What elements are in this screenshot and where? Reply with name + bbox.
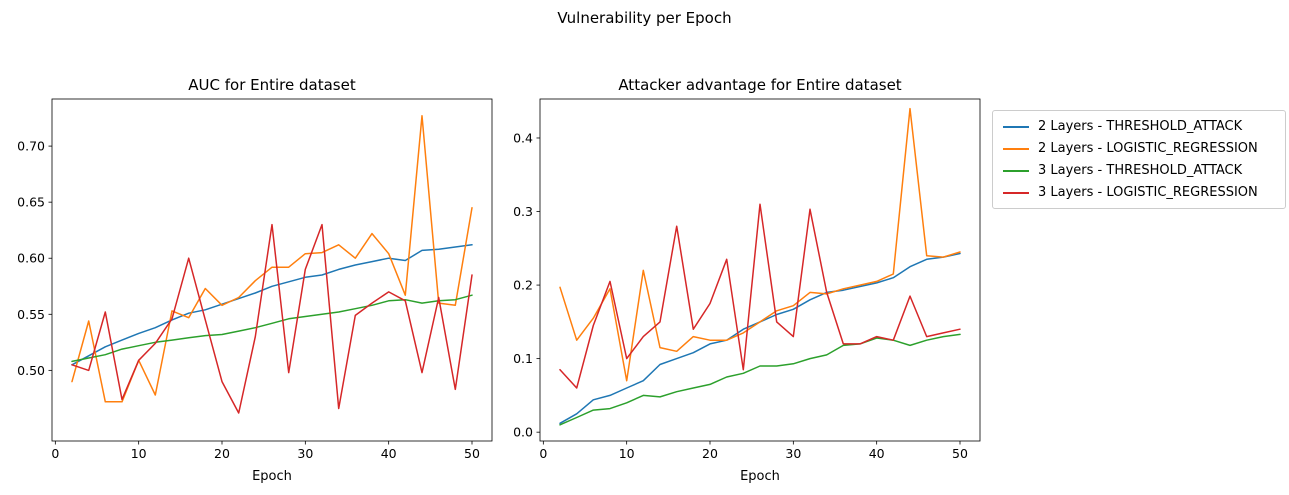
legend-label: 3 Layers - THRESHOLD_ATTACK	[1038, 163, 1243, 178]
series-line-3-layers-threshold-attack	[71, 294, 473, 363]
y-tick-label: 0.4	[513, 130, 533, 145]
series-line-3-layers-logistic-regression	[71, 223, 473, 414]
x-tick-label: 30	[297, 446, 313, 461]
series-line-2-layers-logistic-regression	[71, 115, 473, 403]
legend-item: 3 Layers - LOGISTIC_REGRESSION	[1003, 184, 1275, 201]
legend-line-swatch	[1003, 147, 1029, 150]
x-tick-label: 0	[539, 446, 547, 461]
x-tick-label: 50	[464, 446, 480, 461]
legend-line-swatch	[1003, 191, 1029, 194]
x-tick-label: 10	[131, 446, 147, 461]
legend-item: 2 Layers - LOGISTIC_REGRESSION	[1003, 140, 1275, 157]
y-tick-label: 0.1	[513, 351, 533, 366]
x-tick-label: 50	[952, 446, 968, 461]
x-tick-label: 30	[785, 446, 801, 461]
legend-item: 2 Layers - THRESHOLD_ATTACK	[1003, 118, 1275, 135]
legend-line-swatch	[1003, 125, 1029, 128]
legend-label: 2 Layers - LOGISTIC_REGRESSION	[1038, 141, 1258, 156]
legend-item: 3 Layers - THRESHOLD_ATTACK	[1003, 162, 1275, 179]
y-tick-label: 0.65	[17, 195, 45, 210]
y-tick-label: 0.70	[17, 139, 45, 154]
y-tick-label: 0.0	[513, 425, 533, 440]
series-line-2-layers-threshold-attack	[71, 244, 473, 366]
legend-label: 3 Layers - LOGISTIC_REGRESSION	[1038, 185, 1258, 200]
chart-title: AUC for Entire dataset	[188, 76, 356, 94]
x-tick-label: 20	[702, 446, 718, 461]
series-line-2-layers-logistic-regression	[559, 107, 961, 382]
figure-suptitle: Vulnerability per Epoch	[557, 9, 732, 27]
x-tick-label: 10	[619, 446, 635, 461]
x-axis-label: Epoch	[252, 469, 292, 484]
series-line-3-layers-logistic-regression	[559, 203, 961, 389]
x-tick-label: 40	[869, 446, 885, 461]
x-tick-label: 40	[381, 446, 397, 461]
y-tick-label: 0.2	[513, 278, 533, 293]
x-axis-label: Epoch	[740, 469, 780, 484]
legend-label: 2 Layers - THRESHOLD_ATTACK	[1038, 119, 1243, 134]
chart-title: Attacker advantage for Entire dataset	[618, 76, 901, 94]
legend-line-swatch	[1003, 169, 1029, 172]
y-tick-label: 0.55	[17, 307, 45, 322]
axes-frame	[51, 98, 493, 442]
x-tick-label: 0	[51, 446, 59, 461]
legend: 2 Layers - THRESHOLD_ATTACK 2 Layers - L…	[992, 110, 1286, 209]
y-tick-label: 0.60	[17, 251, 45, 266]
axes-frame	[539, 98, 981, 442]
y-tick-label: 0.50	[17, 363, 45, 378]
series-line-2-layers-threshold-attack	[559, 252, 961, 425]
y-tick-label: 0.3	[513, 204, 533, 219]
x-tick-label: 20	[214, 446, 230, 461]
